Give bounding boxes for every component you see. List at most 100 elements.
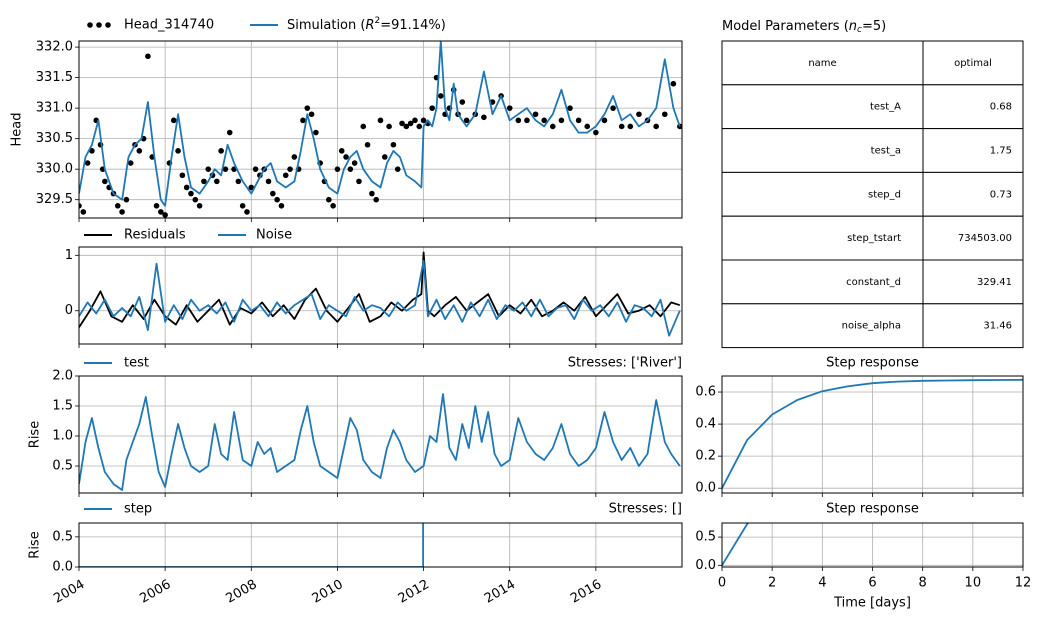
table-param-name: noise_alpha (842, 321, 901, 332)
head-frame (78, 40, 683, 219)
head-obs-point (265, 178, 272, 185)
head-obs-point (593, 129, 599, 136)
head-obs-point (270, 190, 276, 197)
head-obs-point (80, 209, 87, 215)
head-obs-point (515, 117, 522, 124)
contribution-step-ytick-label: 0.5 (52, 529, 73, 544)
head-obs-point (84, 160, 91, 166)
contribution-step-frame (78, 522, 683, 568)
head-obs-point (287, 166, 293, 172)
parameters-table-title-suffix: =5) (862, 19, 886, 34)
head-obs-point (373, 196, 379, 203)
table-param-value: 31.46 (983, 321, 1012, 332)
head-obs-point (252, 166, 259, 172)
legend-noise-label: Noise (256, 228, 292, 243)
step-response-1-ytick-label: 0.6 (695, 385, 716, 400)
head-obs-point (304, 105, 311, 111)
head-obs-point (214, 178, 220, 185)
head-ytick-label: 330.0 (36, 162, 73, 177)
year-tick-label: 2012 (396, 577, 432, 607)
head-obs-point (226, 129, 233, 136)
head-obs-point (627, 123, 634, 130)
step-response-2-xtick-label: 2 (768, 576, 776, 591)
head-ytick-label: 332.0 (36, 40, 73, 55)
head-obs-point (360, 123, 367, 130)
head-obs-point (610, 105, 616, 111)
head-obs-point (145, 53, 151, 60)
head-obs-point (351, 160, 358, 166)
year-tick-label: 2016 (568, 577, 604, 607)
legend-simulation-simulation-prefix: Simulation ( (287, 18, 365, 33)
step-response-2-ytick-label: 0.5 (695, 530, 716, 545)
head-obs-point (123, 196, 130, 203)
table-cell (721, 171, 924, 217)
contribution-step-line (79, 523, 424, 567)
legend-observed-marker (87, 22, 93, 28)
head-obs-point (394, 166, 401, 172)
head-obs-point (222, 166, 229, 172)
parameters-table-title: Model Parameters (nc=5) (722, 19, 886, 35)
head-obs-point (549, 123, 556, 130)
head-obs-point (79, 202, 82, 209)
head-obs-point (532, 111, 539, 118)
legend-observed-marker (105, 22, 111, 28)
head-obs-point (618, 123, 625, 130)
parameters-table-title-prefix: Model Parameters ( (722, 19, 849, 34)
head-obs-point (403, 123, 410, 130)
head-obs-point (429, 105, 435, 111)
head-obs-point (201, 178, 207, 185)
head-obs-point (127, 160, 134, 166)
table-param-name: step_tstart (847, 233, 901, 244)
table-param-name: constant_d (846, 277, 901, 288)
head-obs-point (438, 93, 444, 99)
table-cell (922, 303, 1024, 349)
table-param-value: 1.75 (990, 146, 1012, 157)
legend-simulation-simulation-suffix: =91.14%) (380, 18, 446, 33)
legend-simulation-simulation-r2: R (365, 18, 374, 33)
head-obs-point (308, 111, 315, 118)
head-obs-point (102, 178, 108, 185)
head-obs-point (481, 114, 487, 121)
contribution-step-stresses-label: Stresses: [] (609, 502, 682, 517)
table-param-name: step_d (868, 189, 901, 200)
contribution-step-ylabel: Rise (28, 531, 43, 558)
head-ylabel: Head (10, 113, 25, 147)
step-response-2-xtick-label: 10 (965, 576, 982, 591)
head-obs-point (158, 209, 164, 215)
head-obs-point (175, 148, 181, 154)
head-obs-point (196, 202, 203, 209)
head-obs-point (330, 202, 336, 209)
table-cell (922, 128, 1024, 173)
head-ytick-label: 330.5 (36, 131, 73, 146)
step-response-1-title: Step response (826, 356, 919, 371)
contribution-test-ylabel: Rise (28, 421, 43, 448)
head-obs-point (382, 154, 388, 160)
contribution-step-ytick-label: 0.0 (52, 560, 73, 575)
head-obs-point (575, 117, 582, 124)
step-response-2-xtick-label: 6 (868, 576, 876, 591)
head-obs-point (412, 117, 418, 124)
table-cell (721, 40, 924, 86)
head-simulation-line (79, 41, 681, 207)
table-cell (721, 215, 924, 261)
legend-observed-marker (96, 22, 102, 28)
residuals-frame (78, 246, 683, 345)
head-ytick-label: 331.0 (36, 101, 73, 116)
table-param-name: test_A (870, 102, 901, 113)
contribution-test-ytick-label: 1.5 (52, 399, 73, 414)
head-obs-point (343, 154, 349, 160)
step-response-2-xtick-label: 4 (818, 576, 826, 591)
step-response-2-title: Step response (826, 502, 919, 517)
head-obs-point (218, 148, 224, 154)
head-obs-point (524, 117, 530, 124)
head-obs-point (291, 154, 298, 160)
head-obs-point (558, 117, 565, 124)
table-header-name: name (808, 58, 836, 69)
head-obs-point (282, 172, 289, 179)
step-response-2-xlabel: Time [days] (833, 596, 911, 611)
year-tick-label: 2014 (482, 577, 518, 607)
head-obs-point (386, 123, 392, 130)
legend-simulation-label: Simulation (R2=91.14%) (287, 16, 446, 33)
head-obs-point (192, 196, 199, 203)
head-obs-point (347, 166, 354, 172)
